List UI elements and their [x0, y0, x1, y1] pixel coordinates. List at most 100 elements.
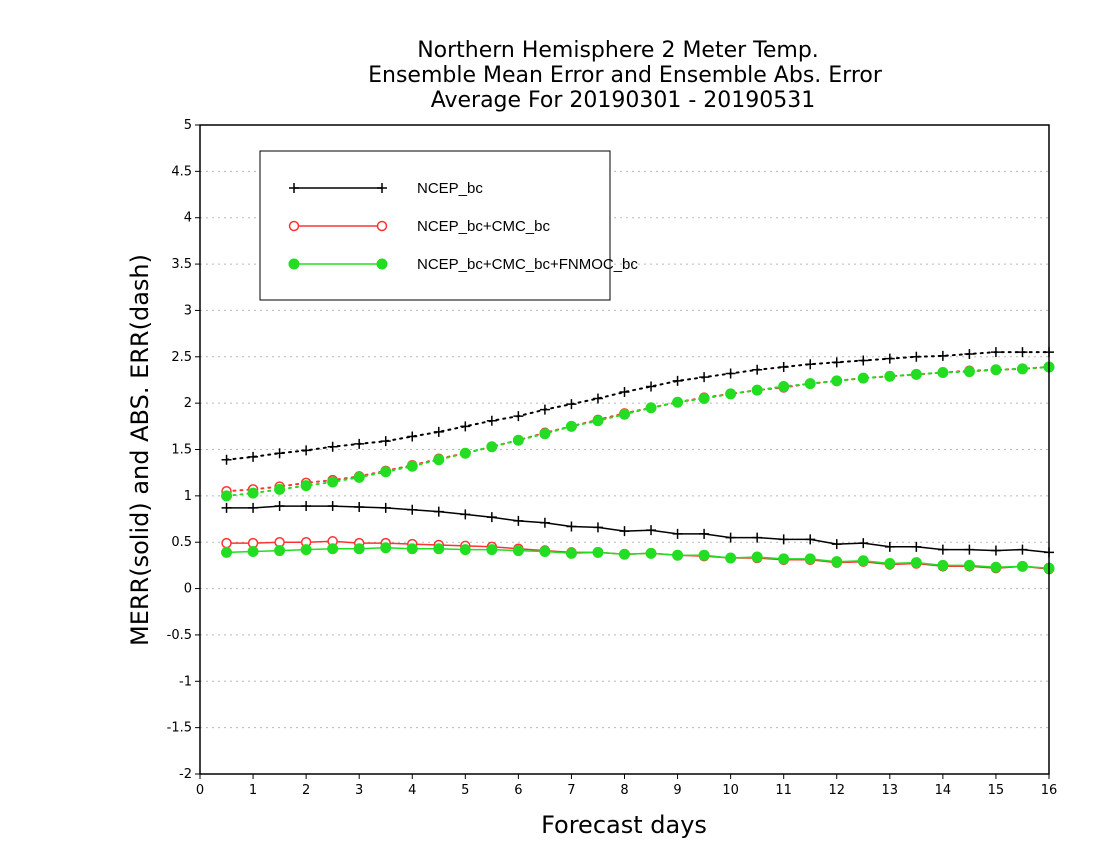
abs-err-point — [778, 361, 789, 372]
abs-err-point — [964, 349, 975, 360]
abs-err-point — [619, 408, 630, 420]
merr-point — [884, 558, 896, 570]
merr-point — [858, 538, 869, 549]
merr-point — [486, 512, 497, 523]
abs-err-point — [566, 399, 577, 410]
abs-err-point — [619, 387, 630, 398]
merr-point — [937, 544, 948, 555]
y-tick-label: 2.5 — [171, 350, 192, 365]
legend-label: NCEP_bc+CMC_bc+FNMOC_bc — [417, 256, 638, 273]
y-tick-label: 3 — [184, 303, 192, 318]
merr-point — [672, 549, 684, 561]
y-tick-label: 4 — [184, 211, 192, 226]
abs-err-point — [274, 448, 285, 459]
x-tick-label: 13 — [882, 783, 899, 798]
legend-marker — [377, 183, 387, 193]
abs-err-point — [672, 375, 683, 386]
abs-err-point — [725, 368, 736, 379]
abs-err-point — [990, 347, 1001, 358]
abs-err-point — [221, 490, 233, 502]
abs-err-point — [804, 378, 816, 390]
legend-item: NCEP_bc — [289, 180, 483, 197]
abs-err-point — [301, 445, 312, 456]
x-tick-label: 9 — [673, 783, 681, 798]
abs-err-point — [486, 415, 497, 426]
abs-err-point — [831, 375, 843, 387]
x-tick-label: 14 — [935, 783, 952, 798]
x-tick-label: 12 — [828, 783, 845, 798]
merr-point — [274, 501, 285, 512]
merr-point — [646, 525, 657, 536]
merr-point — [672, 528, 683, 539]
x-tick-label: 8 — [620, 783, 628, 798]
plot-frame — [199, 124, 1050, 775]
y-tick-label: -1.5 — [167, 721, 192, 736]
merr-point — [619, 548, 630, 560]
abs-err-point — [327, 441, 338, 452]
merr-point — [566, 521, 577, 532]
merr-point — [433, 506, 444, 517]
abs-err-point — [512, 434, 524, 446]
abs-err-point — [778, 380, 790, 392]
y-tick-label: 2 — [184, 396, 192, 411]
legend-item: NCEP_bc+CMC_bc+FNMOC_bc — [288, 256, 638, 273]
abs-err-point — [433, 454, 445, 466]
y-tick-label: 3.5 — [171, 257, 192, 272]
abs-err-point — [698, 393, 710, 405]
merr-point — [699, 528, 710, 539]
merr-point — [486, 544, 498, 556]
abs-err-point — [274, 483, 286, 495]
abs-err-point — [539, 404, 550, 415]
series-2 — [221, 361, 1055, 574]
chart-title-line-3: Average For 20190301 - 20190531 — [431, 88, 816, 113]
merr-point — [990, 545, 1001, 556]
abs-err-point — [433, 426, 444, 437]
abs-err-point — [327, 476, 339, 488]
merr-point — [857, 555, 869, 567]
abs-err-point — [858, 355, 869, 366]
abs-err-point — [565, 420, 577, 432]
merr-point — [301, 501, 312, 512]
x-tick-label: 4 — [408, 783, 416, 798]
merr-point — [592, 546, 604, 558]
abs-err-point — [937, 350, 948, 361]
abs-err-point — [380, 436, 391, 447]
x-tick-label: 6 — [514, 783, 522, 798]
abs-err-point — [672, 396, 684, 408]
merr-point — [327, 501, 338, 512]
abs-err-point — [963, 366, 975, 378]
x-tick-label: 15 — [988, 783, 1005, 798]
merr-point — [433, 543, 445, 555]
y-tick-label: 1.5 — [171, 443, 192, 458]
merr-point — [831, 539, 842, 550]
abs-err-point — [592, 393, 603, 404]
x-tick-label: 5 — [461, 783, 469, 798]
series-0 — [221, 347, 1054, 558]
merr-point — [513, 515, 524, 526]
abs-err-point — [805, 359, 816, 370]
abs-err-point — [1016, 363, 1028, 375]
merr-point — [751, 551, 763, 563]
merr-point — [353, 543, 365, 555]
abs-err-point — [646, 381, 657, 392]
abs-err-line — [225, 366, 1050, 497]
merr-point — [619, 526, 630, 537]
merr-point — [910, 557, 922, 569]
merr-point — [990, 561, 1002, 573]
legend-label: NCEP_bc — [417, 180, 483, 197]
merr-point — [539, 517, 550, 528]
series — [221, 347, 1055, 575]
merr-point — [354, 501, 365, 512]
merr-point — [752, 532, 763, 543]
abs-err-point — [486, 441, 498, 453]
merr-point — [459, 544, 471, 556]
abs-err-point — [751, 384, 763, 396]
y-tick-label: 0 — [184, 582, 192, 597]
legend-marker — [376, 220, 388, 232]
y-tick-label: -2 — [179, 767, 192, 782]
legend-marker — [376, 258, 388, 270]
abs-err-point — [752, 364, 763, 375]
abs-err-point — [406, 460, 418, 472]
chart-title-line-1: Northern Hemisphere 2 Meter Temp. — [417, 38, 819, 63]
